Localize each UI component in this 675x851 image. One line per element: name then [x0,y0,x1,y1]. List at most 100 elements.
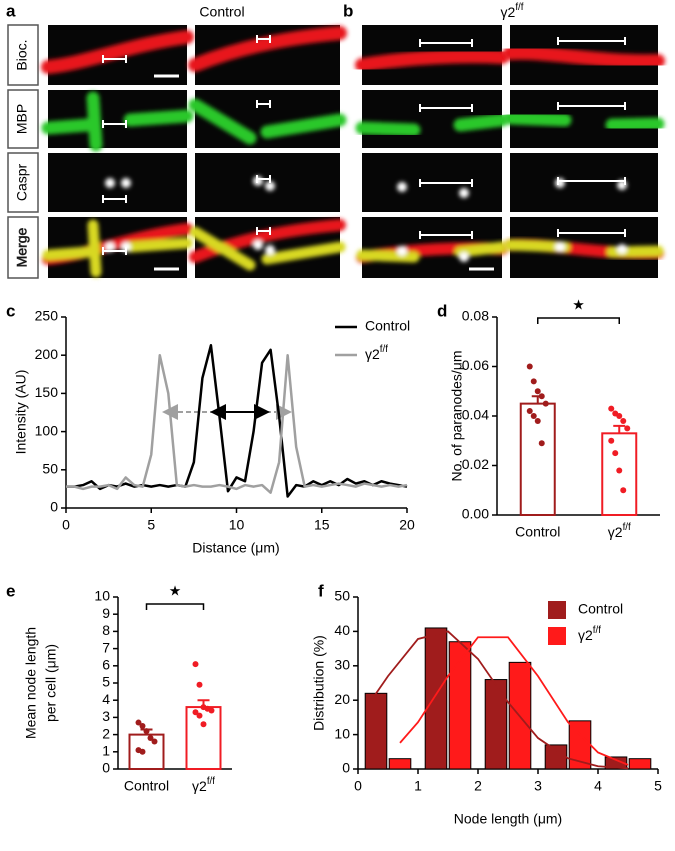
panel-title: Control [199,4,244,20]
micrograph [48,153,187,212]
legend-label: Control [365,318,410,334]
mbp-signal [86,91,103,152]
x-tick-label: 3 [534,778,542,794]
data-point [135,719,142,726]
y-axis-label: Intensity (AU) [13,370,29,455]
x-tick-label: γ2f/f [608,522,631,540]
micrograph [188,90,347,148]
legend-label-sup: f/f [593,625,601,636]
micrograph [41,25,194,85]
mbp-signal [503,111,572,127]
bar [628,758,652,770]
data-point [139,748,146,755]
data-point [612,450,619,457]
micrograph [42,217,193,278]
data-point [542,400,549,407]
x-tick-label-sup: f/f [207,776,215,787]
channel-label: Bioc. [14,39,30,70]
measure-bracket [102,55,127,63]
legend-label-base: γ2 [578,627,593,643]
data-point [526,363,533,370]
x-tick-label-sup: f/f [623,522,631,533]
data-point [196,712,203,719]
measure-bracket [557,37,626,45]
micrograph [510,153,658,212]
fit-curve [369,630,629,770]
y-tick-label: 200 [35,346,59,362]
y-tick-label: 3 [102,708,110,724]
y-axis-label: Mean node length [23,627,39,739]
signal [41,91,194,152]
caspr-signal [397,182,407,192]
y-tick-label: 7 [102,639,110,655]
x-tick-label: Control [124,778,169,794]
x-tick-label: γ2f/f [192,776,215,794]
x-tick-label: 5 [147,517,155,533]
x-tick-label-base: γ2 [192,778,207,794]
signal [41,30,194,74]
micrograph [189,217,346,278]
data-point [151,738,158,745]
bioc-signal [189,219,346,263]
micrograph-bg [48,153,187,212]
data-point [620,487,627,494]
y-axis-label: per cell (μm) [43,644,59,722]
legend-swatch [548,627,566,645]
measure-bracket [557,177,626,185]
bar [388,758,412,770]
merge-signal [124,237,193,253]
data-point [616,413,623,419]
mbp-signal [123,109,194,127]
measure-bracket [419,39,473,47]
x-tick-label: 0 [62,517,70,533]
signal [105,178,131,188]
caspr-signal [555,242,565,252]
panel-letter: b [343,1,353,20]
bioc-signal [188,26,347,72]
y-tick-label: 0 [50,499,58,515]
data-point [196,681,203,688]
bioc-signal [355,49,509,72]
caspr-signal [253,240,263,250]
panel-title-sup: f/f [515,2,523,13]
bar [601,432,638,517]
significance-mark: ★ [572,297,585,313]
significance-bracket [537,317,620,324]
signal [504,238,664,260]
data-point [530,413,537,419]
bar [424,627,448,770]
y-tick-label: 20 [334,691,350,707]
merge-signal [356,249,420,263]
x-axis-label: Distance (μm) [192,540,279,556]
caspr-signal [555,178,565,188]
micrograph [362,153,502,212]
measure-bracket [102,120,127,128]
y-tick-label: 1 [102,743,110,759]
x-tick-label: 5 [654,778,662,794]
mbp-signal [605,117,665,132]
y-tick-label: 50 [334,588,350,604]
x-tick-label: 15 [314,517,330,533]
mbp-signal [188,98,257,145]
significance-mark: ★ [169,583,182,599]
data-point [534,417,541,424]
channel-label: Caspr [14,163,30,201]
micrograph [41,90,194,152]
data-point [192,709,199,716]
caspr-signal [397,246,407,256]
signal [355,49,509,72]
measure-bracket [256,35,271,43]
legend-label: γ2f/f [365,344,388,362]
legend-swatch [548,601,566,619]
y-tick-label: 30 [334,657,350,673]
data-point [616,467,623,474]
panel-title: γ2f/f [501,2,524,20]
y-tick-label: 8 [102,622,110,638]
bar [544,744,568,770]
y-axis-label: No. of paranodes/μm [449,350,465,481]
y-tick-label: 2 [102,725,110,741]
mbp-signal [260,113,347,139]
measure-bracket [256,100,271,108]
